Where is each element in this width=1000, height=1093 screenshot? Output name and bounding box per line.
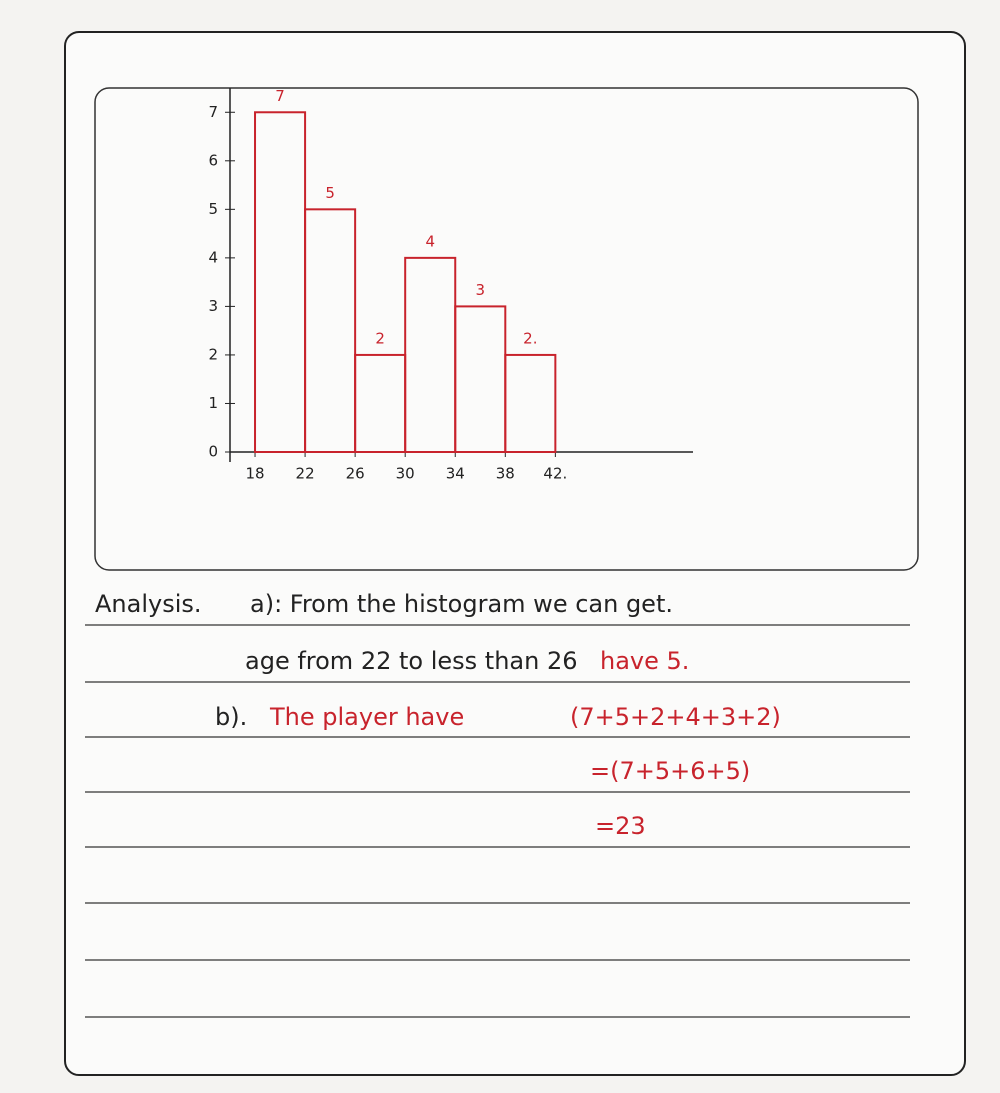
note-line: a): From the histogram we can get. xyxy=(250,590,673,618)
bar xyxy=(504,353,557,453)
y-tick-label: 5 xyxy=(208,200,218,218)
y-tick-label: 6 xyxy=(208,151,218,169)
y-tick-label: 2 xyxy=(208,345,218,363)
x-tick-label: 30 xyxy=(396,465,415,483)
value-label: 2 xyxy=(375,329,385,347)
note-line: have 5. xyxy=(600,647,689,675)
x-tick-label: 26 xyxy=(346,465,365,483)
analysis-heading: Analysis. xyxy=(95,590,202,618)
ruled-lines xyxy=(85,624,910,1018)
value-label: 7 xyxy=(275,87,285,105)
value-label: 2. xyxy=(523,329,537,347)
note-line: The player have xyxy=(269,703,464,731)
paper-border xyxy=(64,31,966,1076)
y-tick-label: 0 xyxy=(208,443,218,461)
y-tick-label: 3 xyxy=(208,297,218,315)
value-label: 3 xyxy=(475,281,485,299)
x-tick-label: 42. xyxy=(543,465,567,483)
bar xyxy=(304,208,357,453)
x-tick-label: 34 xyxy=(446,465,465,483)
note-line: (7+5+2+4+3+2) xyxy=(570,703,781,731)
y-tick-label: 4 xyxy=(208,248,218,266)
note-line: b). xyxy=(215,703,247,731)
note-line: age from 22 to less than 26 xyxy=(245,647,577,675)
value-label: 4 xyxy=(425,232,435,250)
note-line: =23 xyxy=(595,812,646,840)
y-tick-label: 1 xyxy=(208,394,218,412)
x-tick-label: 38 xyxy=(496,465,515,483)
x-tick-label: 18 xyxy=(245,465,264,483)
chart-box xyxy=(94,87,919,571)
value-label: 5 xyxy=(325,184,335,202)
x-tick-label: 22 xyxy=(296,465,315,483)
note-line: =(7+5+6+5) xyxy=(590,757,750,785)
y-tick-label: 7 xyxy=(208,103,218,121)
